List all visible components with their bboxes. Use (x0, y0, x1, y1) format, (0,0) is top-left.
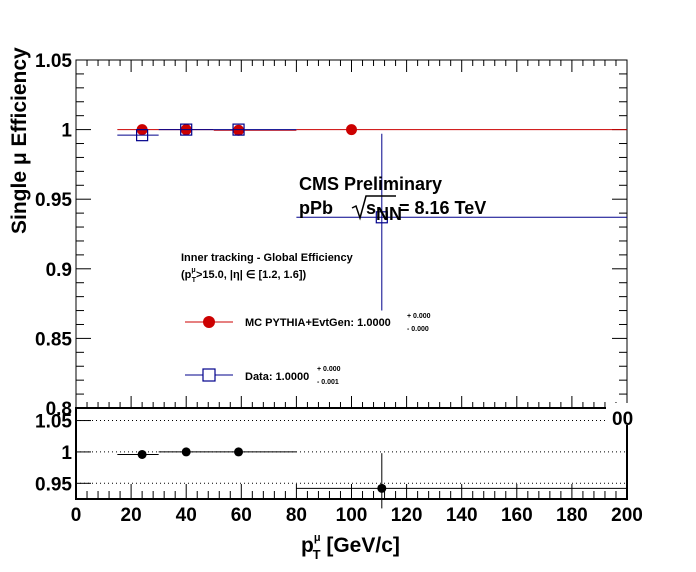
upper-y-tick-labels: 0.8 0.85 0.9 0.95 1 1.05 (35, 51, 72, 420)
overlap-mask (606, 403, 634, 425)
x-tick-label: 0 (71, 505, 82, 526)
y-tick-label: 0.95 (35, 474, 72, 495)
y-tick-label: 0.9 (46, 260, 72, 281)
legend-data-up: + 0.000 (317, 366, 341, 373)
lower-y-tick-labels: 0.95 1 1.05 (35, 412, 72, 496)
lower-ticks (75, 420, 628, 499)
x-tick-label: 80 (286, 505, 307, 526)
ratio-point (137, 449, 147, 459)
legend-mc-label: MC PYTHIA+EvtGen: 1.0000 (245, 317, 391, 329)
upper-ticks (75, 59, 628, 409)
overlap-tick-label: 00 (612, 409, 633, 430)
x-tick-label: 120 (391, 505, 423, 526)
energy-s: s (366, 198, 376, 218)
x-axis-title-sup: μ (314, 532, 321, 544)
y-tick-label: 1.05 (35, 51, 72, 72)
upper-frame (75, 59, 628, 409)
cut-title: Inner tracking - Global Efficiency (181, 252, 354, 264)
x-tick-label: 20 (121, 505, 142, 526)
data-point (375, 211, 388, 224)
cut-line: (pμ T>15.0, |η| ∈ [1.2, 1.6]) (181, 267, 307, 284)
x-axis-title-sub: T (313, 547, 321, 562)
legend-data-marker (202, 368, 216, 382)
cms-preliminary-label: CMS Preliminary (299, 174, 442, 194)
y-tick-label: 0.8 (46, 399, 72, 420)
y-tick-label: 0.95 (35, 190, 72, 211)
ratio-data-marks (117, 447, 627, 509)
x-tick-label: 40 (176, 505, 197, 526)
upper-data-marks (117, 123, 627, 311)
energy-sub: NN (376, 204, 402, 224)
data-point (136, 129, 149, 142)
sqrt-sign (351, 195, 396, 221)
legend-data-label: Data: 1.0000 (245, 371, 309, 383)
x-tick-label: 160 (501, 505, 533, 526)
x-tick-labels: 0 20 40 60 80 100 120 140 160 180 200 (71, 505, 643, 526)
system-label: pPb (299, 198, 333, 218)
legend-data-down: - 0.001 (317, 379, 339, 386)
data-point (180, 123, 193, 136)
x-tick-label: 200 (611, 505, 643, 526)
legend-mc-down: - 0.000 (407, 326, 429, 333)
ratio-point (377, 483, 387, 493)
x-tick-label: 180 (556, 505, 588, 526)
y-tick-label: 1 (61, 443, 72, 464)
x-tick-label: 100 (336, 505, 368, 526)
legend-mc-up: + 0.000 (407, 313, 431, 320)
x-tick-label: 60 (231, 505, 252, 526)
x-axis-title: pμ T [GeV/c] (301, 532, 400, 562)
mc-point (233, 124, 245, 136)
energy-label: = 8.16 TeV (399, 198, 486, 218)
legend-mc-marker (203, 316, 215, 328)
x-axis-title-main: p (301, 534, 314, 557)
ratio-point (234, 447, 244, 457)
mc-point (346, 124, 357, 136)
x-tick-label: 140 (446, 505, 478, 526)
y-tick-label: 1.05 (35, 412, 72, 433)
data-point (232, 123, 245, 136)
x-axis-title-unit: [GeV/c] (321, 534, 400, 557)
y-tick-label: 0.85 (35, 329, 72, 350)
y-axis-title: Single μ Efficiency (8, 47, 31, 234)
ratio-point (181, 447, 191, 457)
y-tick-label: 1 (61, 121, 72, 142)
